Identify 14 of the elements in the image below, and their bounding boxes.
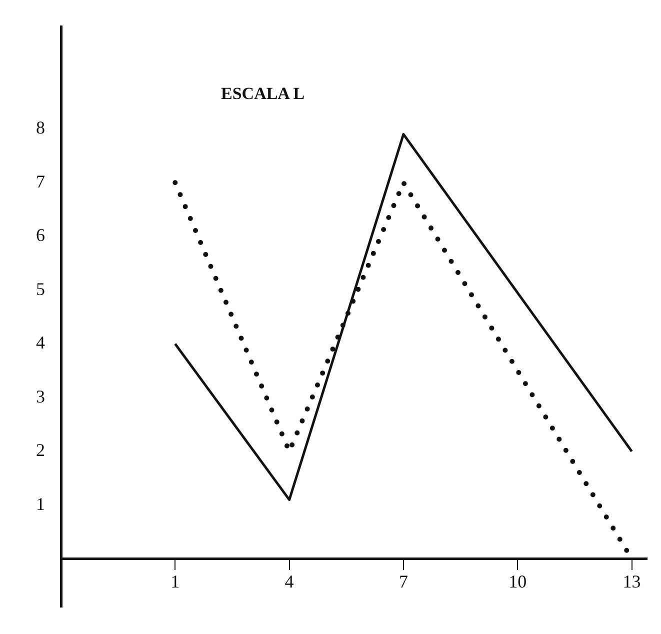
y-tick-label: 2 (36, 440, 45, 460)
text: ESCALA L (221, 84, 305, 104)
y-tick-label: 5 (36, 278, 45, 299)
y-tick-label: 6 (36, 225, 45, 246)
y-tick-label: 1 (36, 494, 45, 514)
x-tick-label: 1 (170, 571, 180, 592)
x-tick-label: 4 (284, 571, 294, 592)
x-tick-label: 10 (508, 571, 527, 592)
y-tick-label: 3 (36, 386, 45, 406)
y-tick-label: 8 (36, 118, 45, 138)
x-tick-label: 13 (622, 571, 641, 592)
y-tick-label: 7 (36, 171, 45, 192)
x-tick-label: 7 (398, 571, 408, 592)
y-tick-label: 4 (36, 332, 45, 353)
